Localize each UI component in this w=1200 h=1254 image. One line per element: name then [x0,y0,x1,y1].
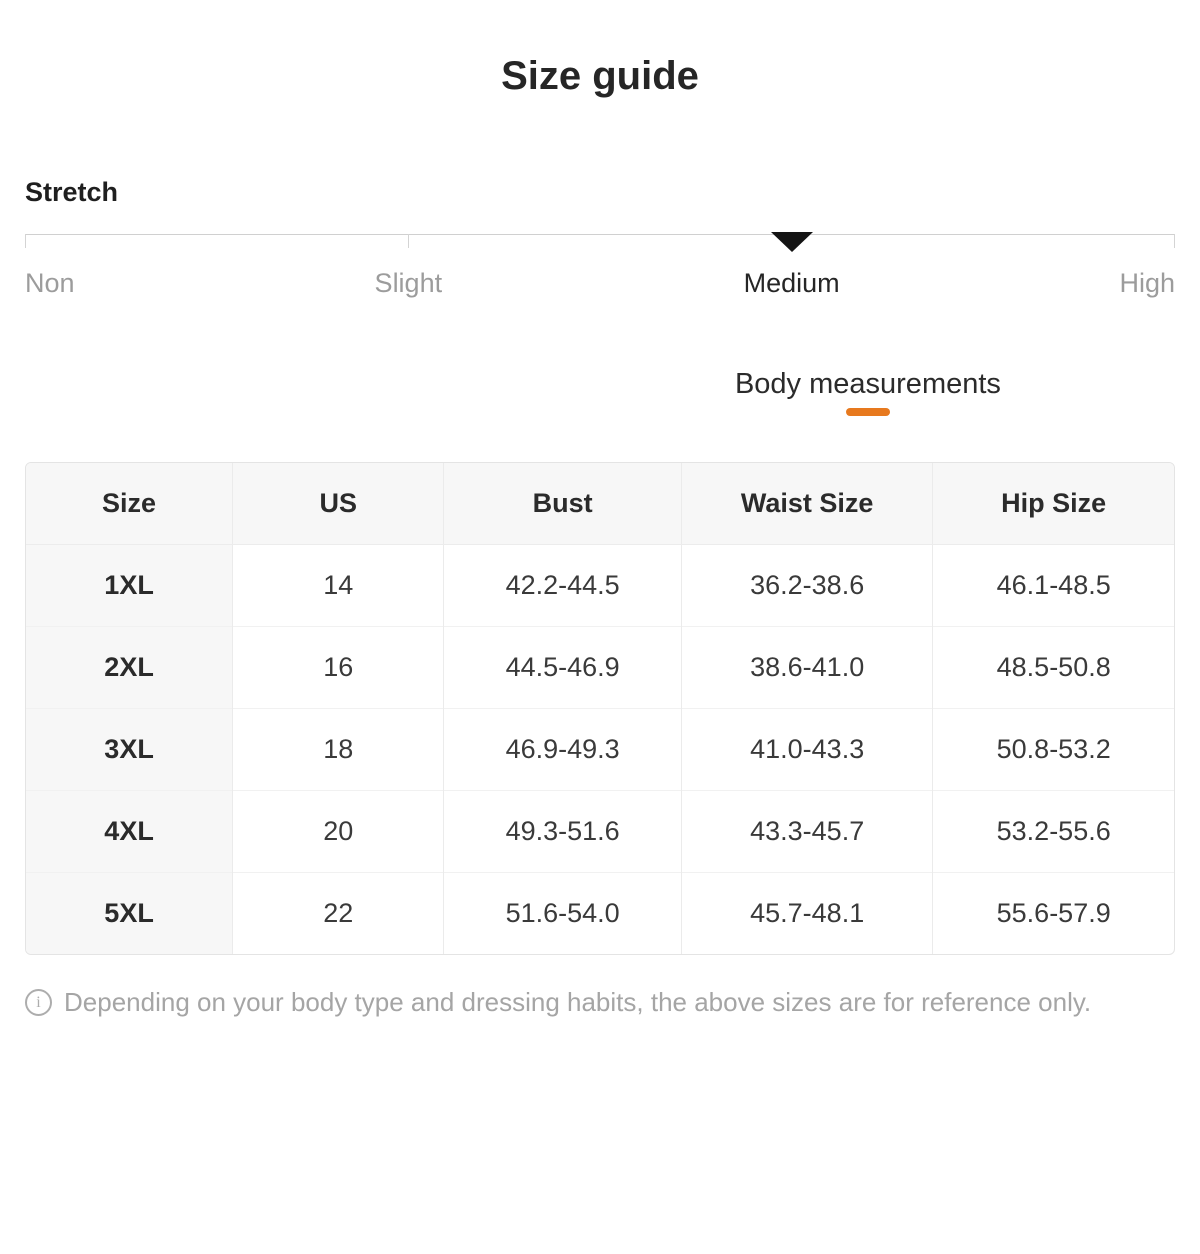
stretch-tick-high [1174,234,1175,248]
size-cell: 2XL [26,626,233,709]
size-cell: 5XL [26,872,233,954]
stretch-level-high: High [1119,268,1175,298]
tab-body-measurements[interactable]: Body measurements [735,368,1001,416]
table-cell: 51.6-54.0 [443,872,682,954]
table-cell: 45.7-48.1 [680,872,933,954]
stretch-marker-triangle-icon [770,232,813,252]
size-table: Size US Bust Waist Size Hip Size 1XL 14 42.2-4… [26,463,1174,954]
table-cell: 20 [232,790,444,873]
table-cell: 22 [232,872,444,954]
reference-note-text: Depending on your body type and dressing… [64,987,1092,1017]
info-icon: i [25,989,52,1016]
size-cell: 4XL [26,790,233,873]
stretch-level-non: Non [25,268,75,298]
table-cell: 16 [232,626,444,709]
header-cell-waist-size: Waist Size [680,463,933,545]
size-table-container: Size US Bust Waist Size Hip Size 1XL 14 42.2-4… [25,462,1175,955]
stretch-tick-non [25,234,26,248]
size-cell: 1XL [26,544,233,627]
size-guide-page: Size guide Stretch Non Slight Medium High B… [0,54,1200,1018]
table-row: 2XL 16 44.5-46.9 38.6-41.0 48.5-50.8 [26,626,1174,709]
header-cell-hip-size: Hip Size [932,463,1174,545]
table-cell: 53.2-55.6 [932,790,1174,873]
table-cell: 38.6-41.0 [680,626,933,709]
tab-body-measurements-label: Body measurements [734,368,1001,400]
header-cell-bust: Bust [443,463,682,545]
table-row: 4XL 20 49.3-51.6 43.3-45.7 53.2-55.6 [26,790,1174,873]
stretch-tick-slight [408,234,410,248]
table-row: 1XL 14 42.2-44.5 36.2-38.6 46.1-48.5 [26,544,1174,627]
table-cell: 46.9-49.3 [443,708,682,791]
table-cell: 48.5-50.8 [932,626,1174,709]
header-cell-size: Size [26,463,233,545]
stretch-level-slight: Slight [374,268,443,298]
table-cell: 46.1-48.5 [932,544,1174,627]
table-cell: 18 [232,708,444,791]
stretch-scale-labels: Non Slight Medium High [25,268,1175,302]
table-cell: 36.2-38.6 [680,544,933,627]
table-cell: 42.2-44.5 [443,544,682,627]
table-cell: 55.6-57.9 [932,872,1174,954]
stretch-scale: Non Slight Medium High [25,232,1175,312]
page-title: Size guide [501,54,699,98]
table-cell: 14 [232,544,444,627]
table-row: 3XL 18 46.9-49.3 41.0-43.3 50.8-53.2 [26,708,1174,791]
table-cell: 43.3-45.7 [680,790,933,873]
tab-bar: Body measurements [25,368,1175,432]
stretch-scale-track [25,234,1175,235]
table-cell: 49.3-51.6 [443,790,682,873]
size-cell: 3XL [26,708,233,791]
active-tab-underline [845,408,890,416]
table-header-row: Size US Bust Waist Size Hip Size [26,463,1174,545]
table-cell: 44.5-46.9 [443,626,682,709]
table-row: 5XL 22 51.6-54.0 45.7-48.1 55.6-57.9 [26,872,1174,954]
stretch-level-medium: Medium [743,268,840,298]
stretch-section-label: Stretch [25,177,119,207]
reference-note: i Depending on your body type and dressi… [25,987,1175,1018]
table-cell: 41.0-43.3 [680,708,933,791]
table-cell: 50.8-53.2 [932,708,1174,791]
header-cell-us: US [232,463,444,545]
